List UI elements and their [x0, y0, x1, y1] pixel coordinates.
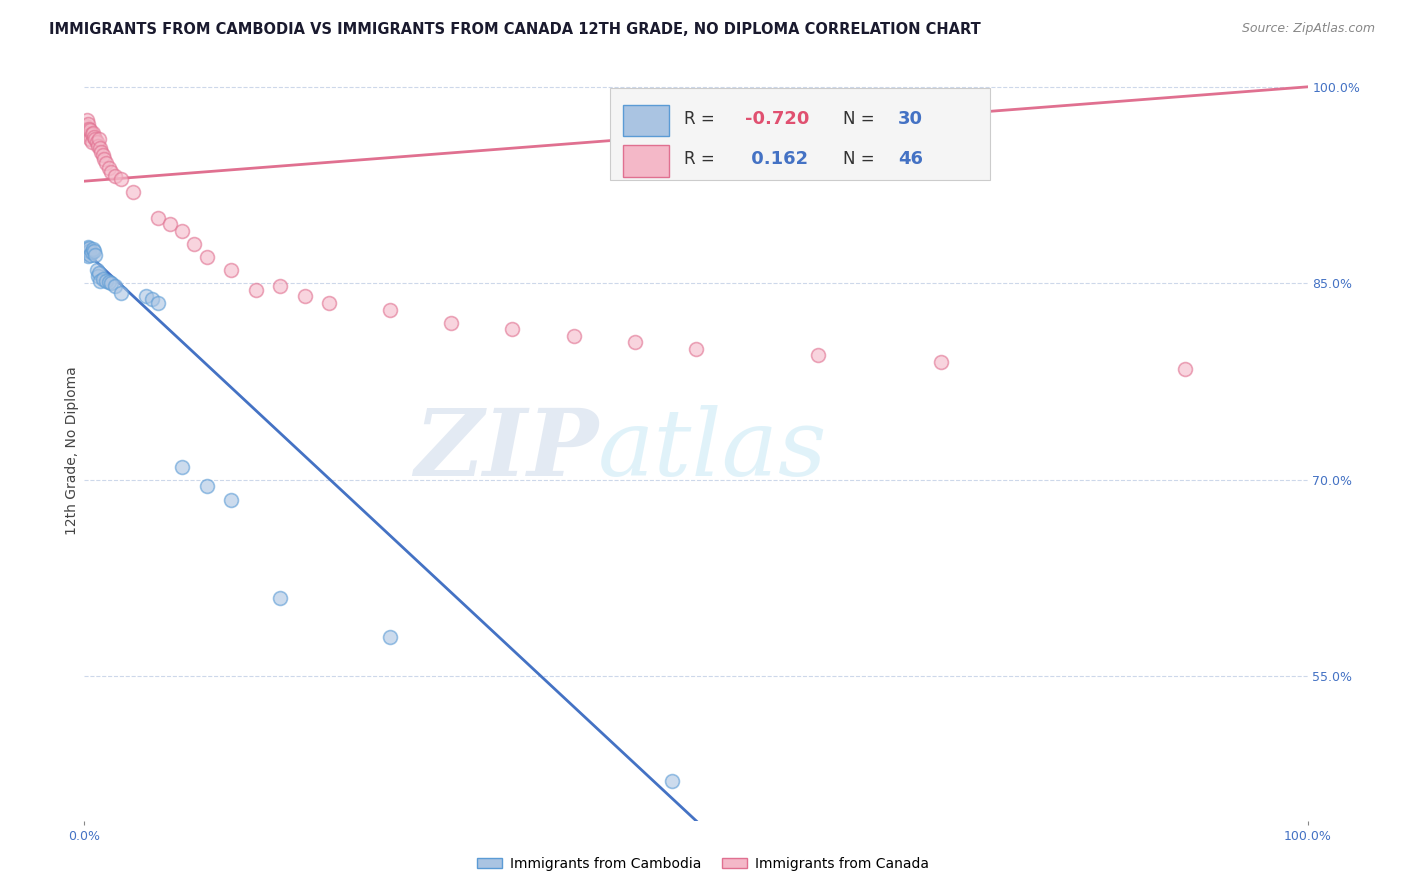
Point — [83, 129, 105, 144]
Point — [141, 292, 163, 306]
Point — [90, 145, 112, 160]
Point — [110, 285, 132, 300]
Text: 46: 46 — [898, 151, 922, 169]
Point — [79, 123, 101, 137]
Point — [84, 247, 107, 261]
Point — [77, 249, 100, 263]
Point — [91, 148, 114, 162]
Point — [96, 156, 118, 170]
Point — [183, 237, 205, 252]
Point — [146, 296, 169, 310]
Point — [76, 121, 98, 136]
Text: N =: N = — [842, 110, 875, 128]
Point — [79, 247, 101, 261]
Point — [76, 243, 98, 257]
Point — [562, 328, 585, 343]
Point — [77, 121, 100, 136]
Text: ZIP: ZIP — [413, 406, 598, 495]
Point — [624, 335, 647, 350]
Point — [502, 322, 524, 336]
Point — [77, 241, 100, 255]
Text: 30: 30 — [898, 110, 922, 128]
Point — [86, 135, 108, 149]
Point — [91, 272, 114, 286]
Point — [380, 630, 402, 644]
FancyBboxPatch shape — [623, 145, 669, 177]
Point — [86, 263, 108, 277]
Point — [195, 250, 218, 264]
Point — [77, 116, 100, 130]
FancyBboxPatch shape — [623, 104, 669, 136]
Point — [93, 152, 115, 166]
Point — [661, 774, 683, 789]
Text: Source: ZipAtlas.com: Source: ZipAtlas.com — [1241, 22, 1375, 36]
Point — [77, 244, 100, 258]
Point — [80, 244, 103, 259]
Point — [685, 342, 707, 356]
Point — [807, 348, 830, 362]
Text: -0.720: -0.720 — [745, 110, 810, 128]
Point — [83, 244, 105, 258]
FancyBboxPatch shape — [610, 87, 990, 180]
Point — [80, 135, 103, 149]
Point — [135, 289, 157, 303]
Y-axis label: 12th Grade, No Diploma: 12th Grade, No Diploma — [65, 366, 79, 535]
Point — [318, 296, 340, 310]
Text: IMMIGRANTS FROM CAMBODIA VS IMMIGRANTS FROM CANADA 12TH GRADE, NO DIPLOMA CORREL: IMMIGRANTS FROM CAMBODIA VS IMMIGRANTS F… — [49, 22, 981, 37]
Point — [245, 283, 267, 297]
Point — [97, 275, 120, 289]
Point — [219, 492, 242, 507]
Point — [104, 169, 127, 183]
Text: R =: R = — [683, 151, 714, 169]
Point — [269, 279, 291, 293]
Text: atlas: atlas — [598, 406, 828, 495]
Point — [100, 165, 122, 179]
Text: R =: R = — [683, 110, 714, 128]
Point — [195, 479, 218, 493]
Point — [929, 355, 952, 369]
Point — [172, 224, 194, 238]
Point — [84, 132, 107, 146]
Point — [269, 591, 291, 605]
Point — [82, 126, 104, 140]
Point — [97, 161, 120, 175]
Point — [1174, 361, 1197, 376]
Point — [294, 289, 316, 303]
Point — [122, 185, 145, 199]
Point — [77, 128, 100, 143]
Point — [110, 171, 132, 186]
Text: 0.162: 0.162 — [745, 151, 808, 169]
Point — [77, 126, 100, 140]
Point — [87, 132, 110, 146]
Point — [146, 211, 169, 225]
Text: N =: N = — [842, 151, 875, 169]
Point — [75, 246, 97, 260]
Legend: Immigrants from Cambodia, Immigrants from Canada: Immigrants from Cambodia, Immigrants fro… — [471, 851, 935, 876]
Point — [380, 302, 402, 317]
Point — [77, 240, 100, 254]
Point — [79, 132, 101, 146]
Point — [89, 141, 111, 155]
Point — [159, 218, 181, 232]
Point — [104, 279, 127, 293]
Point — [219, 263, 242, 277]
Point — [100, 277, 122, 291]
Point — [82, 243, 104, 257]
Point — [87, 268, 110, 283]
Point — [87, 138, 110, 153]
Point — [87, 266, 110, 280]
Point — [76, 112, 98, 127]
Point — [172, 459, 194, 474]
Point — [96, 274, 118, 288]
Point — [80, 127, 103, 141]
Point — [75, 119, 97, 133]
Point — [440, 316, 463, 330]
Point — [89, 274, 111, 288]
